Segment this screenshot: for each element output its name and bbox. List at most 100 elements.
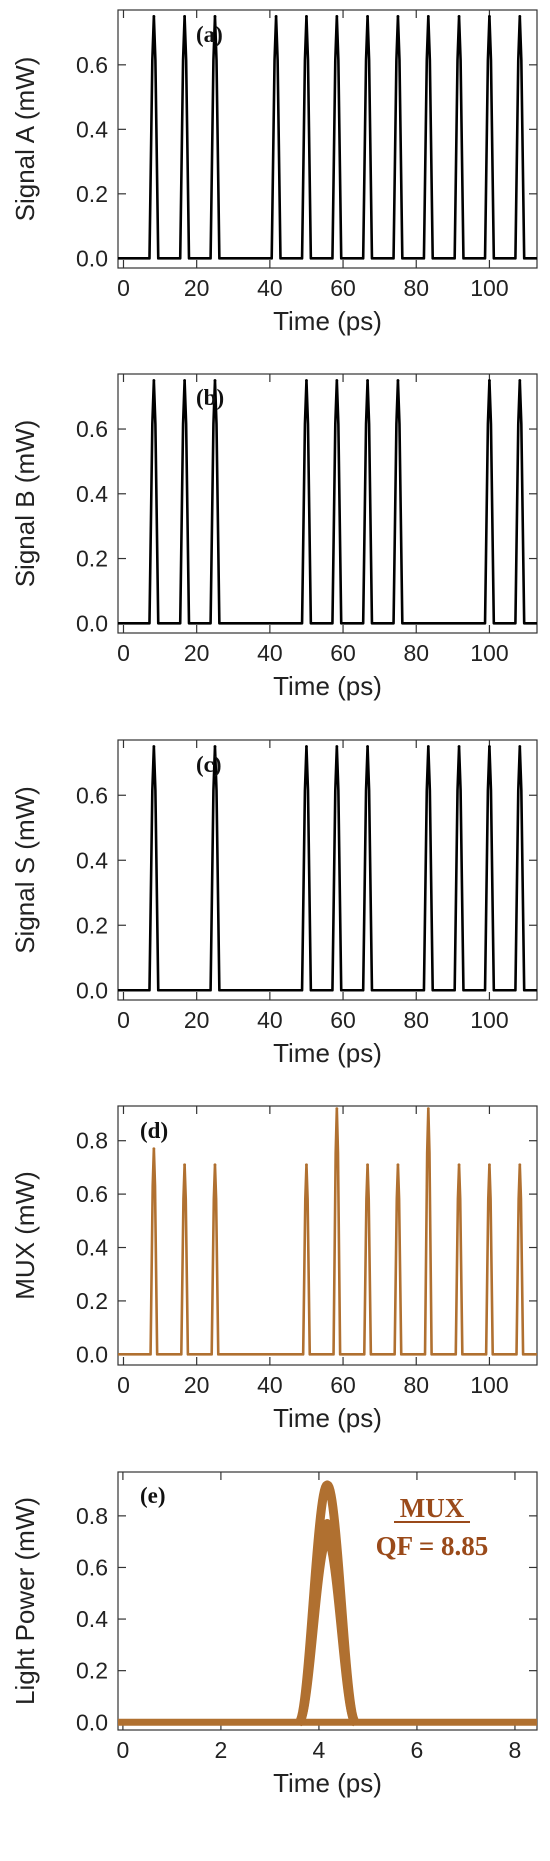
data-series bbox=[118, 1107, 537, 1356]
x-axis-title: Time (ps) bbox=[273, 1403, 382, 1433]
x-tick-label: 2 bbox=[215, 1737, 228, 1763]
pulse-peak bbox=[183, 15, 187, 18]
pulse-peak bbox=[335, 745, 339, 748]
pulse-peak bbox=[305, 379, 308, 382]
x-tick-label: 40 bbox=[257, 640, 283, 666]
x-tick-label: 4 bbox=[313, 1737, 326, 1763]
pulse-peak bbox=[152, 379, 156, 382]
x-tick-label: 8 bbox=[509, 1737, 522, 1763]
signal-trace bbox=[118, 745, 537, 992]
x-tick-label: 60 bbox=[330, 275, 356, 301]
x-tick-label: 6 bbox=[411, 1737, 424, 1763]
x-axis-title: Time (ps) bbox=[273, 671, 382, 701]
x-tick-label: 0 bbox=[117, 1372, 130, 1398]
y-axis-title: Signal S (mW) bbox=[10, 786, 40, 954]
pulse-peak bbox=[335, 1107, 339, 1111]
y-tick-label: 0.4 bbox=[76, 847, 108, 873]
data-series bbox=[118, 1480, 537, 1727]
x-tick-label: 100 bbox=[470, 640, 508, 666]
pulse-peak bbox=[213, 1163, 217, 1167]
y-tick-label: 0.4 bbox=[76, 1235, 108, 1261]
y-tick-label: 0.2 bbox=[76, 912, 108, 938]
pulse-peak bbox=[518, 745, 522, 748]
x-tick-label: 0 bbox=[117, 640, 130, 666]
panel-label: (b) bbox=[196, 385, 224, 410]
y-axis-title: Signal A (mW) bbox=[10, 57, 40, 222]
x-tick-label: 60 bbox=[330, 1007, 356, 1033]
chart-panel-e: 0 2 4 6 8 0.0 0.2 0.4 0.6 0.8 Time (ps) Light Power… bbox=[10, 1471, 538, 1798]
pulse-peak bbox=[183, 379, 187, 382]
pulse-peak bbox=[426, 745, 430, 748]
panel-label: (d) bbox=[140, 1118, 168, 1143]
x-tick-label: 20 bbox=[184, 640, 210, 666]
pulse-peak bbox=[366, 745, 369, 748]
data-series bbox=[118, 15, 537, 260]
annotation-qf: QF = 8.85 bbox=[376, 1531, 489, 1561]
y-axis-title: MUX (mW) bbox=[10, 1171, 40, 1300]
pulse-peak bbox=[335, 379, 339, 382]
pulse-peak bbox=[274, 15, 278, 18]
pulse-peak bbox=[396, 1163, 400, 1167]
pulse-peak bbox=[426, 1107, 430, 1111]
pulse-peak bbox=[305, 745, 308, 748]
y-tick-label: 0.2 bbox=[76, 546, 108, 572]
y-tick-label: 0.2 bbox=[76, 181, 108, 207]
y-axis-title: Light Power (mW) bbox=[10, 1497, 40, 1705]
y-tick-label: 0.0 bbox=[76, 245, 108, 271]
x-tick-label: 100 bbox=[470, 1372, 508, 1398]
pulse-peak bbox=[305, 1163, 308, 1167]
panel-label: (e) bbox=[140, 1483, 166, 1508]
x-tick-label: 40 bbox=[257, 1372, 283, 1398]
x-tick-label: 80 bbox=[403, 640, 429, 666]
y-tick-label: 0.2 bbox=[76, 1288, 108, 1314]
y-axis-title: Signal B (mW) bbox=[10, 420, 40, 588]
x-tick-label: 20 bbox=[184, 1007, 210, 1033]
data-series bbox=[118, 745, 537, 992]
y-tick-label: 0.6 bbox=[76, 1181, 108, 1207]
chart-panel-c: 0 20 40 60 80 100 0.0 0.2 0.4 0.6 Time (ps) Signal … bbox=[10, 739, 538, 1068]
data-series bbox=[118, 379, 537, 625]
pulse-peak bbox=[518, 15, 522, 18]
y-tick-label: 0.0 bbox=[76, 610, 108, 636]
chart-panel-d: 0 20 40 60 80 100 0.0 0.2 0.4 0.6 0.8 Time (ps) MUX … bbox=[10, 1105, 538, 1433]
pulse-peak bbox=[152, 1147, 156, 1151]
plot-frame bbox=[117, 1471, 538, 1731]
pulse-peak bbox=[305, 15, 308, 18]
plot-frame bbox=[117, 9, 538, 269]
pulse-peak bbox=[152, 745, 156, 748]
x-tick-label: 40 bbox=[257, 1007, 283, 1033]
plot-frame bbox=[117, 1105, 538, 1366]
chart-panel-a: 0 20 40 60 80 100 0.0 0.2 0.4 0.6 Time (ps) Signal … bbox=[10, 9, 538, 336]
pulse-peak bbox=[183, 1163, 187, 1167]
pulse-peak bbox=[213, 379, 217, 382]
y-tick-label: 0.2 bbox=[76, 1658, 108, 1684]
y-tick-label: 0.0 bbox=[76, 1709, 108, 1735]
pulse-peak bbox=[366, 1163, 369, 1167]
x-tick-label: 0 bbox=[117, 1737, 130, 1763]
x-tick-label: 80 bbox=[403, 1007, 429, 1033]
y-tick-label: 0.4 bbox=[76, 116, 108, 142]
panel-label: (c) bbox=[196, 752, 222, 777]
x-tick-label: 0 bbox=[117, 1007, 130, 1033]
x-tick-label: 20 bbox=[184, 1372, 210, 1398]
pulse-peak bbox=[213, 15, 217, 18]
pulse-peak bbox=[426, 15, 430, 18]
annotation-mux: MUX bbox=[400, 1493, 465, 1523]
y-tick-label: 0.8 bbox=[76, 1128, 108, 1154]
x-tick-label: 100 bbox=[470, 1007, 508, 1033]
signal-trace bbox=[118, 1107, 537, 1356]
pulse-peak bbox=[488, 15, 491, 18]
plot-frame bbox=[117, 739, 538, 1001]
y-tick-label: 0.0 bbox=[76, 977, 108, 1003]
x-axis-title: Time (ps) bbox=[273, 1768, 382, 1798]
x-tick-label: 60 bbox=[330, 640, 356, 666]
x-tick-label: 40 bbox=[257, 275, 283, 301]
pulse-peak bbox=[335, 15, 339, 18]
plot-frame bbox=[117, 373, 538, 634]
x-tick-label: 80 bbox=[403, 275, 429, 301]
pulse-peak bbox=[366, 379, 369, 382]
pulse-peak bbox=[213, 745, 217, 748]
pulse-peak bbox=[488, 379, 491, 382]
x-tick-label: 20 bbox=[184, 275, 210, 301]
